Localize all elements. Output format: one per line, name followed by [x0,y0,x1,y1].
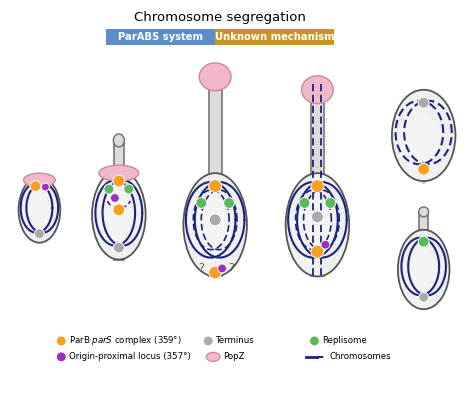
FancyBboxPatch shape [106,29,215,45]
Text: ?: ? [228,264,234,273]
Ellipse shape [301,76,333,104]
Circle shape [299,197,310,208]
Ellipse shape [398,110,439,170]
Ellipse shape [286,173,349,277]
Circle shape [418,97,429,108]
Ellipse shape [92,170,146,260]
Ellipse shape [99,165,139,181]
Circle shape [224,197,235,208]
Ellipse shape [24,173,55,187]
Ellipse shape [403,248,437,299]
Ellipse shape [18,177,60,243]
FancyBboxPatch shape [215,29,334,45]
Circle shape [113,175,125,187]
Circle shape [321,240,330,249]
Circle shape [113,242,124,253]
Circle shape [41,183,49,191]
Ellipse shape [419,207,428,217]
Circle shape [311,180,324,193]
Text: PopZ: PopZ [223,352,245,361]
Circle shape [56,336,66,346]
Text: Replisome: Replisome [322,336,367,346]
Ellipse shape [97,190,132,248]
Circle shape [311,211,323,223]
Polygon shape [114,140,124,260]
Circle shape [56,352,66,362]
Circle shape [418,163,429,175]
Text: Unknown mechanism: Unknown mechanism [215,32,335,42]
Circle shape [209,214,221,226]
Circle shape [35,229,45,239]
Text: Origin-proximal locus (357°): Origin-proximal locus (357°) [69,352,191,361]
Circle shape [311,245,324,258]
Circle shape [30,180,41,191]
Ellipse shape [199,63,231,91]
Circle shape [104,184,114,194]
Ellipse shape [206,352,220,361]
Circle shape [203,336,213,346]
Text: ParB·$\it{parS}$ complex (359°): ParB·$\it{parS}$ complex (359°) [69,335,182,348]
Circle shape [218,264,227,273]
Text: ?: ? [198,264,204,273]
Text: ParABS system: ParABS system [118,32,203,42]
Ellipse shape [292,196,333,264]
Ellipse shape [392,90,456,181]
Circle shape [209,180,222,193]
Circle shape [209,266,222,279]
Circle shape [124,184,134,194]
Ellipse shape [113,134,124,147]
Ellipse shape [183,173,247,277]
Polygon shape [209,76,222,277]
Circle shape [110,193,119,203]
Polygon shape [311,89,324,277]
Circle shape [418,236,429,247]
Polygon shape [419,212,428,230]
Text: Terminus: Terminus [216,336,255,346]
Text: Chromosome segregation: Chromosome segregation [134,11,306,24]
Ellipse shape [23,192,50,234]
Circle shape [310,336,319,346]
Ellipse shape [398,230,449,309]
Circle shape [419,292,428,302]
Ellipse shape [190,196,231,264]
Text: Chromosomes: Chromosomes [329,352,391,361]
Circle shape [196,197,207,208]
Circle shape [113,204,125,216]
Circle shape [325,197,336,208]
